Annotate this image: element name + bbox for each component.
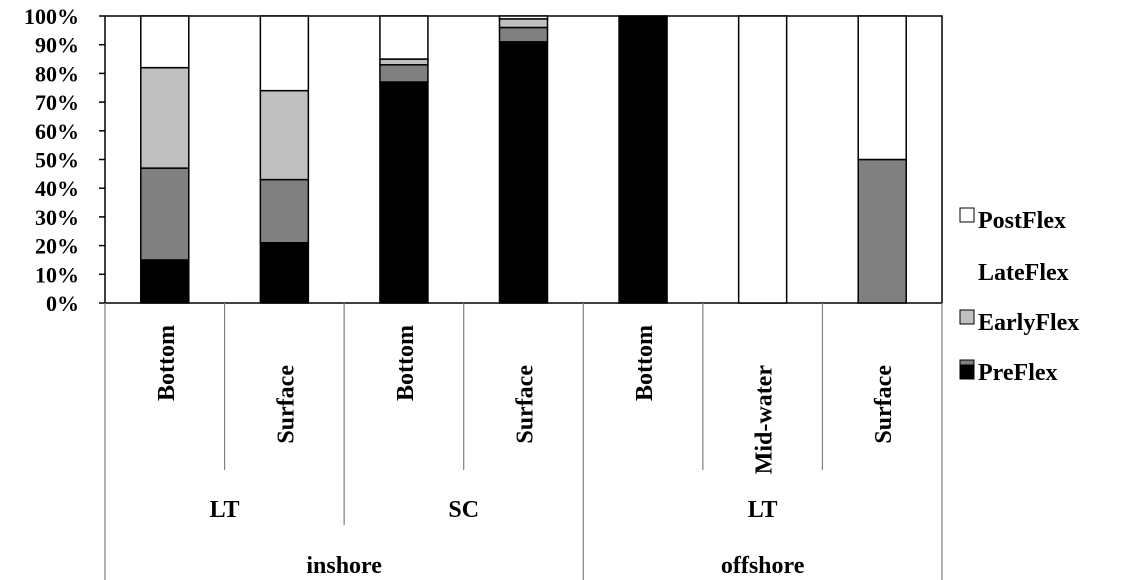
legend: PostFlex LateFlex EarlyFlex PreFlex bbox=[959, 207, 1079, 386]
y-tick-label: 30% bbox=[35, 205, 79, 230]
x-category-label: Surface bbox=[871, 365, 897, 444]
x-site-label: LT bbox=[748, 497, 778, 523]
bar-segment-3-2 bbox=[498, 18, 549, 29]
x-zone-label: inshore bbox=[306, 553, 382, 579]
x-category-label: Bottom bbox=[154, 325, 180, 401]
y-axis: 0% 10% 20% 30% 40% 50% 60% 70% 80% 90% 100% bbox=[24, 4, 105, 316]
bar-segment-2-2 bbox=[379, 58, 429, 66]
bar-segment-4-0 bbox=[618, 15, 668, 304]
x-site-label: SC bbox=[448, 497, 479, 523]
y-tick-label: 0% bbox=[46, 291, 79, 316]
x-category-label: Surface bbox=[273, 365, 299, 444]
legend-label: LateFlex bbox=[978, 260, 1069, 286]
legend-label: EarlyFlex bbox=[978, 310, 1079, 336]
y-tick-label: 40% bbox=[35, 176, 79, 201]
y-tick-label: 100% bbox=[24, 4, 79, 29]
x-category-label: Mid-water bbox=[752, 365, 778, 475]
y-tick-label: 20% bbox=[35, 234, 79, 259]
legend-swatch bbox=[959, 364, 975, 380]
legend-label: PostFlex bbox=[978, 208, 1066, 234]
plot-area bbox=[104, 15, 943, 304]
bar-segment-6-1 bbox=[857, 158, 907, 304]
bar-segment-1-3 bbox=[259, 15, 310, 92]
y-tick-label: 10% bbox=[35, 262, 79, 287]
y-tick-label: 70% bbox=[35, 90, 79, 115]
x-axis: Bottom Surface Bottom Surface Bottom Mid-wate… bbox=[104, 303, 943, 580]
y-tick-label: 90% bbox=[35, 33, 79, 58]
bar-segment-1-1 bbox=[259, 178, 310, 244]
bar-segment-1-0 bbox=[259, 241, 310, 304]
x-zone-label: offshore bbox=[721, 553, 805, 579]
y-tick-label: 60% bbox=[35, 119, 79, 144]
bar-segment-0-1 bbox=[140, 167, 190, 261]
bar-segment-2-3 bbox=[379, 15, 429, 60]
x-category-label: Bottom bbox=[632, 325, 658, 401]
x-site-label: LT bbox=[210, 497, 240, 523]
x-category-label: Bottom bbox=[393, 325, 419, 401]
bar-segment-2-1 bbox=[379, 64, 429, 83]
y-tick-label: 50% bbox=[35, 148, 79, 173]
legend-swatch bbox=[959, 207, 975, 223]
y-tick-label: 80% bbox=[35, 61, 79, 86]
bar-segment-3-3 bbox=[498, 15, 549, 20]
x-category-label: Surface bbox=[513, 365, 539, 444]
bar-segment-2-0 bbox=[379, 81, 429, 304]
legend-swatch bbox=[959, 309, 975, 325]
bar-segment-3-1 bbox=[498, 26, 549, 43]
bar-segment-0-3 bbox=[140, 15, 190, 69]
bar-segment-0-0 bbox=[140, 259, 190, 304]
bar-segment-6-3 bbox=[857, 15, 907, 161]
bar-segment-5-3 bbox=[737, 15, 788, 304]
bar-segment-0-2 bbox=[140, 66, 190, 169]
bar-segment-1-2 bbox=[259, 89, 310, 181]
legend-label: PreFlex bbox=[978, 360, 1058, 386]
bar-segment-3-0 bbox=[498, 41, 549, 304]
